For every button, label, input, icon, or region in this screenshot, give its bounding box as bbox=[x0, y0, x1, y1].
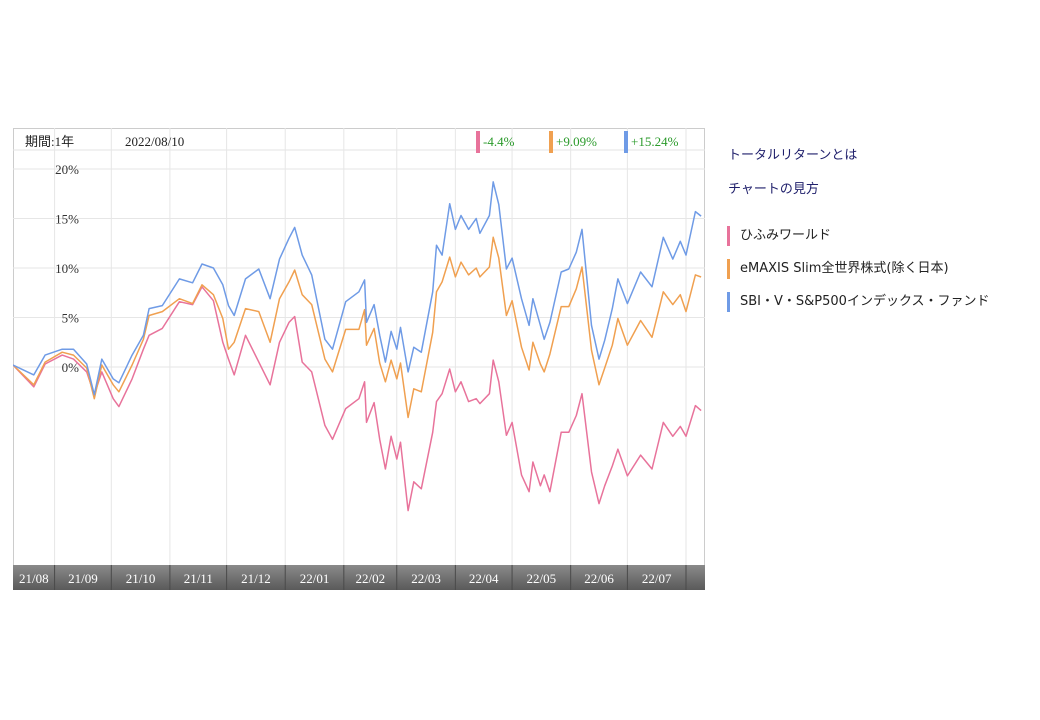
return-marker-hifumi bbox=[476, 131, 480, 153]
legend-item-emaxis[interactable]: eMAXIS Slim全世界株式(除く日本) bbox=[727, 259, 949, 279]
y-tick-label: 20% bbox=[55, 162, 79, 177]
how-to-read-link[interactable]: チャートの見方 bbox=[728, 182, 819, 197]
x-axis-bar bbox=[13, 565, 705, 590]
x-tick-label: 22/01 bbox=[300, 571, 330, 586]
y-tick-label: 5% bbox=[62, 311, 80, 326]
legend-item-sbi[interactable]: SBI・V・S&P500インデックス・ファンド bbox=[727, 292, 990, 312]
series-line-0 bbox=[13, 286, 702, 512]
y-tick-label: 10% bbox=[55, 261, 79, 276]
chart-frame bbox=[13, 128, 705, 590]
return-chart: 21/08 21/09 21/10 21/11 21/12 22/01 22/02 22/03… bbox=[13, 128, 705, 590]
x-tick-label: 21/10 bbox=[126, 571, 156, 586]
chart-svg: 21/08 21/09 21/10 21/11 21/12 22/01 22/02 22/03… bbox=[13, 128, 705, 590]
x-tick-label: 22/06 bbox=[584, 571, 614, 586]
total-return-link[interactable]: トータルリターンとは bbox=[728, 148, 858, 163]
y-tick-label: 15% bbox=[55, 212, 79, 227]
return-emaxis: +9.09% bbox=[556, 134, 597, 149]
series-line-2 bbox=[13, 181, 702, 396]
return-hifumi: -4.4% bbox=[483, 134, 515, 149]
x-tick-label: 21/11 bbox=[184, 571, 213, 586]
x-tick-label: 22/02 bbox=[355, 571, 385, 586]
date-label: 2022/08/10 bbox=[125, 134, 184, 149]
x-tick-label: 22/04 bbox=[469, 571, 499, 586]
return-marker-sbi bbox=[624, 131, 628, 153]
y-tick-label: 0% bbox=[62, 360, 80, 375]
period-label: 期間:1年 bbox=[25, 134, 74, 149]
legend-item-hifumi[interactable]: ひふみワールド bbox=[727, 226, 831, 246]
x-tick-label: 22/07 bbox=[642, 571, 672, 586]
return-marker-emaxis bbox=[549, 131, 553, 153]
x-tick-label: 21/09 bbox=[68, 571, 98, 586]
series-line-1 bbox=[13, 236, 702, 419]
return-sbi: +15.24% bbox=[631, 134, 679, 149]
x-tick-label: 21/08 bbox=[19, 571, 49, 586]
x-tick-label: 21/12 bbox=[241, 571, 271, 586]
x-tick-label: 22/03 bbox=[411, 571, 441, 586]
x-tick-label: 22/05 bbox=[527, 571, 557, 586]
